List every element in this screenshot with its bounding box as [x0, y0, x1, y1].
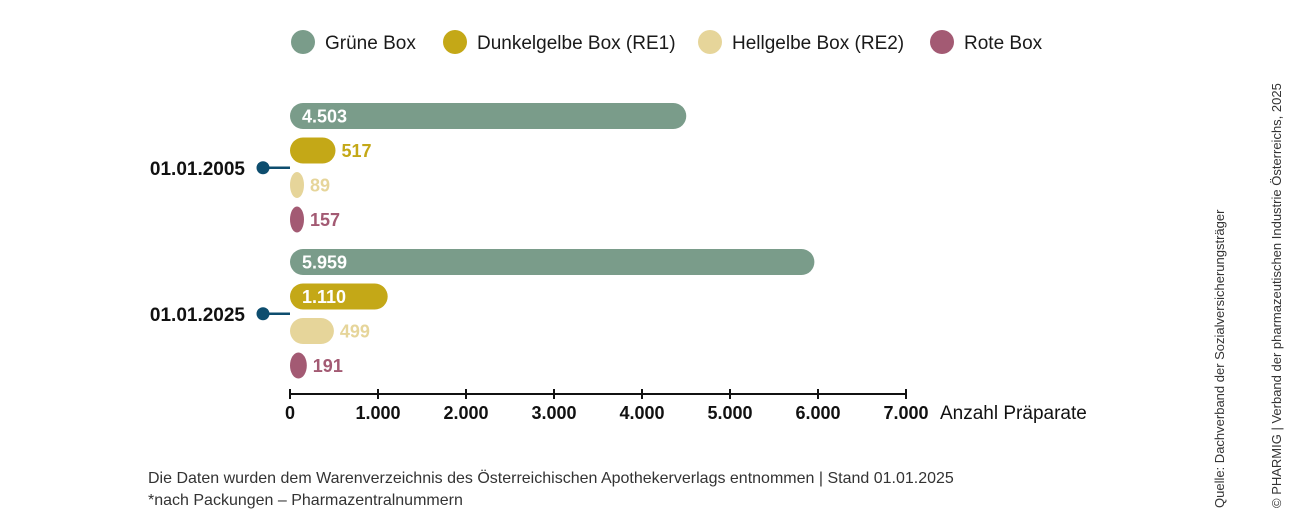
- bar-value-label-gr-ne-box-01-01-2025: 5.959: [302, 253, 347, 273]
- x-tick-label-5000: 5.000: [707, 403, 752, 423]
- bar-dunkelgelbe-box-re1-01-01-2005: [290, 137, 336, 164]
- x-tick-label-1000: 1.000: [355, 403, 400, 423]
- bar-value-label-dunkelgelbe-box-re1-01-01-2025: 1.110: [302, 287, 346, 307]
- bar-rote-box-01-01-2025: [290, 352, 307, 379]
- group-marker-01-01-2025: [256, 307, 270, 321]
- bar-hellgelbe-box-re2-01-01-2025: [290, 318, 334, 344]
- x-axis-label: Anzahl Präparate: [940, 403, 1087, 424]
- bar-value-label-rote-box-01-01-2005: 157: [310, 210, 340, 230]
- footnote-data-source: Die Daten wurden dem Warenverzeichnis de…: [148, 470, 954, 487]
- legend-label-rote-box: Rote Box: [964, 33, 1043, 54]
- legend-label-hellgelbe-box-re2: Hellgelbe Box (RE2): [732, 33, 904, 54]
- legend-swatch-gr-ne-box: [291, 30, 315, 54]
- bar-gr-ne-box-01-01-2005: [290, 103, 687, 129]
- legend-label-gr-ne-box: Grüne Box: [325, 33, 416, 54]
- legend-swatch-rote-box: [930, 30, 954, 54]
- copyright-note: © PHARMIG | Verband der pharmazeutischen…: [1269, 83, 1284, 508]
- bar-value-label-rote-box-01-01-2025: 191: [313, 356, 343, 376]
- group-label-01-01-2025: 01.01.2025: [150, 305, 246, 326]
- footnote-packaging: *nach Packungen – Pharmazentralnummern: [148, 492, 463, 509]
- x-tick-label-0: 0: [285, 403, 295, 423]
- legend-label-dunkelgelbe-box-re1: Dunkelgelbe Box (RE1): [477, 33, 676, 54]
- x-tick-label-3000: 3.000: [531, 403, 576, 423]
- legend-swatch-dunkelgelbe-box-re1: [443, 30, 467, 54]
- bar-value-label-gr-ne-box-01-01-2005: 4.503: [302, 107, 347, 127]
- x-tick-label-6000: 6.000: [795, 403, 840, 423]
- bar-gr-ne-box-01-01-2025: [290, 249, 815, 275]
- bar-dunkelgelbe-box-re1-01-01-2025: [290, 283, 388, 310]
- bar-value-label-hellgelbe-box-re2-01-01-2005: 89: [310, 176, 330, 196]
- bar-rote-box-01-01-2005: [290, 206, 304, 233]
- bar-value-label-hellgelbe-box-re2-01-01-2025: 499: [340, 322, 370, 342]
- legend-swatch-hellgelbe-box-re2: [698, 30, 722, 54]
- bar-hellgelbe-box-re2-01-01-2005: [290, 172, 304, 198]
- source-note: Quelle: Dachverband der Sozialversicheru…: [1212, 209, 1227, 508]
- x-tick-label-7000: 7.000: [883, 403, 928, 423]
- bar-value-label-dunkelgelbe-box-re1-01-01-2005: 517: [341, 141, 371, 161]
- x-tick-label-4000: 4.000: [619, 403, 664, 423]
- group-marker-01-01-2005: [256, 161, 270, 175]
- group-label-01-01-2005: 01.01.2005: [150, 159, 246, 180]
- x-tick-label-2000: 2.000: [443, 403, 488, 423]
